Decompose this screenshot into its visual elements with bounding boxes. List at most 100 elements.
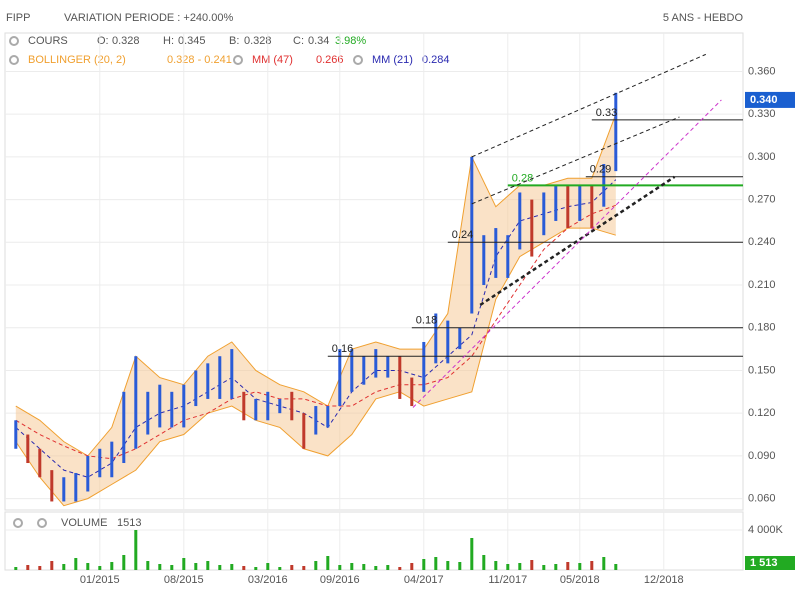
volume-bar: [110, 562, 114, 570]
y-tick-label: 0.090: [748, 450, 776, 462]
price-bar: [86, 455, 90, 492]
x-tick-label: 03/2016: [248, 574, 288, 586]
volume-bar: [506, 564, 510, 570]
last-volume-box: [745, 556, 795, 570]
volume-bar: [434, 557, 438, 570]
price-bar: [374, 349, 378, 378]
trend-line: [479, 175, 676, 307]
volume-bar: [554, 564, 558, 570]
price-bar: [14, 420, 18, 449]
quote-item-value: 0.328: [112, 35, 140, 47]
price-bar: [530, 199, 534, 257]
x-tick-label: 12/2018: [644, 574, 684, 586]
indicator-label: BOLLINGER (20, 2): [28, 54, 126, 66]
price-bar: [134, 356, 138, 449]
price-bar: [566, 185, 570, 229]
volume-bar: [290, 565, 294, 570]
gear-icon[interactable]: [9, 55, 19, 65]
volume-bar: [566, 562, 570, 570]
y-tick-label: 0.120: [748, 407, 776, 419]
price-bar: [302, 413, 306, 449]
volume-bar: [182, 558, 186, 570]
volume-bar: [326, 556, 330, 570]
quote-change: 3.98%: [335, 35, 366, 47]
price-bar: [458, 327, 462, 350]
price-panel: [4, 32, 744, 511]
y-tick-label: 4 000K: [748, 524, 784, 536]
price-bar: [218, 356, 222, 399]
price-bar: [266, 391, 270, 421]
indicator-label: MM (21): [372, 54, 413, 66]
x-tick-label: 01/2015: [80, 574, 120, 586]
gear-icon[interactable]: [233, 55, 243, 65]
volume-bar: [74, 558, 78, 570]
volume-bar: [422, 559, 426, 570]
y-tick-label: 0.270: [748, 194, 776, 206]
y-tick-label: 0.180: [748, 322, 776, 334]
volume-bar: [542, 565, 546, 570]
trend-line: [471, 116, 680, 205]
price-bar: [290, 391, 294, 421]
price-bar: [518, 192, 522, 250]
price-bar: [170, 391, 174, 428]
volume-bar: [194, 563, 198, 570]
price-bar: [614, 92, 618, 172]
moving-average: [15, 204, 616, 460]
level-label: 0.24: [452, 229, 473, 241]
last-price-label: 0.340: [750, 94, 778, 106]
y-tick-label: 0.360: [748, 65, 776, 77]
quote-item-label: O:: [97, 35, 109, 47]
price-bar: [410, 377, 414, 407]
x-tick-label: 11/2017: [488, 574, 527, 586]
volume-bar: [14, 567, 18, 570]
variation: VARIATION PERIODE : +240.00%: [64, 12, 233, 24]
volume-bar: [350, 563, 354, 570]
indicator-value: 0.328 - 0.241: [167, 54, 232, 66]
price-bar: [422, 341, 426, 392]
volume-bar: [518, 563, 522, 570]
quote-item-label: H:: [163, 35, 174, 47]
indicator-value: 0.266: [316, 54, 344, 66]
volume-bar: [302, 566, 306, 570]
indicator-label: MM (47): [252, 54, 293, 66]
gear-icon[interactable]: [37, 518, 47, 528]
y-tick-label: 0.060: [748, 493, 776, 505]
price-bar: [38, 448, 42, 478]
gear-icon[interactable]: [13, 518, 23, 528]
volume-bar: [158, 564, 162, 570]
level-label: 0.18: [416, 315, 437, 327]
quote-label: COURS: [28, 35, 68, 47]
volume-title: VOLUME: [61, 517, 107, 529]
volume-bar: [170, 565, 174, 570]
volume-bar: [458, 562, 462, 570]
price-bar: [446, 320, 450, 364]
gear-icon[interactable]: [9, 36, 19, 46]
y-tick-label: 0.330: [748, 108, 776, 120]
volume-bar: [254, 567, 258, 570]
volume-bar: [374, 566, 378, 570]
volume-bar: [590, 561, 594, 570]
period: 5 ANS - HEBDO: [663, 12, 744, 24]
volume-bar: [410, 563, 414, 570]
price-bar: [254, 398, 258, 421]
price-bar: [590, 185, 594, 229]
price-bar: [434, 313, 438, 364]
volume-bar: [602, 557, 606, 570]
volume-bar: [38, 566, 42, 570]
price-bar: [62, 477, 66, 502]
gear-icon[interactable]: [353, 55, 363, 65]
price-bar: [338, 349, 342, 407]
price-bar: [98, 448, 102, 478]
volume-bar: [230, 564, 234, 570]
volume-bar: [614, 564, 618, 570]
level-label: 0.29: [590, 164, 611, 176]
trend-line: [471, 53, 707, 158]
price-bar: [398, 356, 402, 399]
y-tick-label: 0.210: [748, 279, 776, 291]
price-bar: [362, 356, 366, 385]
price-bar: [494, 228, 498, 278]
volume-bar: [362, 564, 366, 570]
volume-bar: [146, 561, 150, 570]
x-tick-label: 05/2018: [560, 574, 600, 586]
x-tick-label: 04/2017: [404, 574, 444, 586]
